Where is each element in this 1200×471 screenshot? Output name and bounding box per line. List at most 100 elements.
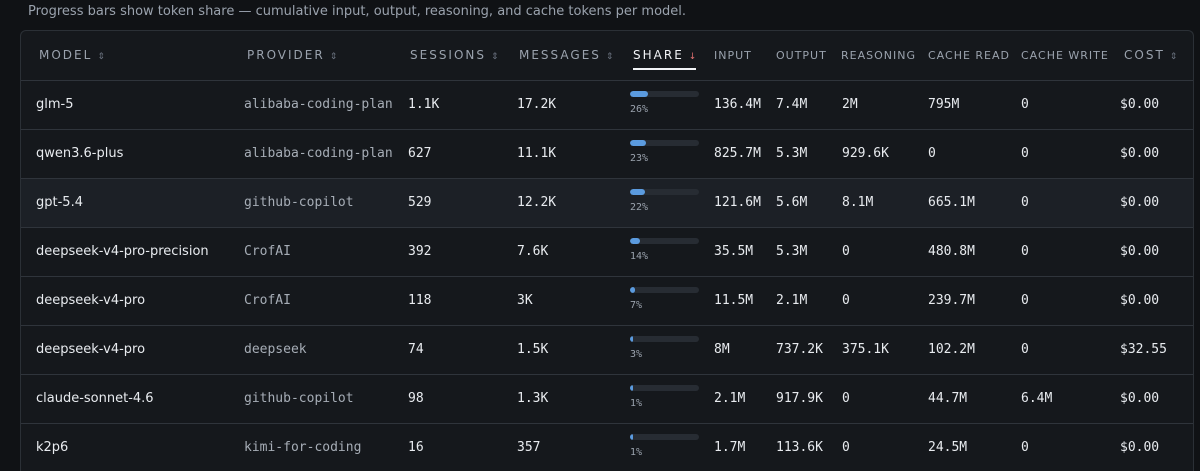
cell-cost: $0.00: [1120, 391, 1160, 406]
share-bar-track: [630, 336, 699, 342]
share-progress: 14%: [630, 238, 700, 268]
share-bar-fill: [630, 91, 648, 97]
cell-reasoning: 0: [842, 391, 850, 406]
table-row[interactable]: gpt-5.4 github-copilot 529 12.2K 121.6M 5.6M 8…: [21, 179, 1193, 228]
table-row[interactable]: k2p6 kimi-for-coding 16 357 1.7M 113.6K 0 24.5M…: [21, 424, 1193, 471]
sort-icon: ⇕: [329, 52, 338, 62]
column-header-cache-read[interactable]: CACHE READ: [928, 49, 1010, 62]
cell-cache-write: 0: [1021, 146, 1029, 161]
cell-provider: github-copilot: [244, 195, 354, 210]
column-header-reasoning[interactable]: REASONING: [841, 49, 916, 62]
share-bar-fill: [630, 140, 646, 146]
sort-icon: ⇕: [605, 52, 614, 62]
share-percent: 14%: [630, 251, 649, 262]
share-bar-fill: [630, 434, 633, 440]
sort-icon: ⇕: [1169, 52, 1178, 62]
cell-provider: deepseek: [244, 342, 307, 357]
share-bar-track: [630, 238, 699, 244]
column-header-sessions[interactable]: SESSIONS ⇕: [410, 48, 499, 62]
share-progress: 1%: [630, 385, 700, 415]
cell-cache-write: 0: [1021, 244, 1029, 259]
share-percent: 1%: [630, 398, 643, 409]
cell-messages: 3K: [517, 293, 533, 308]
cell-cost: $0.00: [1120, 293, 1160, 308]
cell-model: qwen3.6-plus: [36, 146, 124, 161]
cell-input: 1.7M: [714, 440, 746, 455]
share-bar-fill: [630, 385, 633, 391]
cell-cost: $0.00: [1120, 146, 1160, 161]
share-progress: 7%: [630, 287, 700, 317]
cell-messages: 1.3K: [517, 391, 549, 406]
table-row[interactable]: deepseek-v4-pro-precision CrofAI 392 7.6K 35…: [21, 228, 1193, 277]
cell-sessions: 627: [408, 146, 432, 161]
cell-sessions: 529: [408, 195, 432, 210]
table-row[interactable]: claude-sonnet-4.6 github-copilot 98 1.3K 2.1…: [21, 375, 1193, 424]
cell-model: deepseek-v4-pro: [36, 293, 146, 308]
column-header-provider[interactable]: PROVIDER ⇕: [247, 48, 338, 62]
cell-sessions: 74: [408, 342, 424, 357]
share-percent: 26%: [630, 104, 649, 115]
cell-reasoning: 0: [842, 440, 850, 455]
cell-cache-read: 795M: [928, 97, 960, 112]
cell-input: 825.7M: [714, 146, 761, 161]
share-bar-fill: [630, 238, 640, 244]
table-caption: Progress bars show token share — cumulat…: [28, 4, 687, 19]
cell-model: k2p6: [36, 440, 69, 455]
share-bar-track: [630, 434, 699, 440]
table-row[interactable]: glm-5 alibaba-coding-plan 1.1K 17.2K 136.4M 7…: [21, 81, 1193, 130]
cell-cache-write: 0: [1021, 195, 1029, 210]
share-percent: 3%: [630, 349, 643, 360]
cell-sessions: 392: [408, 244, 432, 259]
share-bar-track: [630, 385, 699, 391]
column-header-share[interactable]: SHARE ↓: [633, 31, 697, 80]
cell-provider: kimi-for-coding: [244, 440, 362, 455]
cell-output: 5.6M: [776, 195, 808, 210]
cell-cache-read: 0: [928, 146, 936, 161]
cell-provider: CrofAI: [244, 293, 291, 308]
cell-sessions: 16: [408, 440, 424, 455]
cell-provider: CrofAI: [244, 244, 291, 259]
cell-model: gpt-5.4: [36, 195, 83, 210]
column-header-input[interactable]: INPUT: [714, 49, 752, 62]
table-row[interactable]: qwen3.6-plus alibaba-coding-plan 627 11.1K 8…: [21, 130, 1193, 179]
cell-cost: $32.55: [1120, 342, 1167, 357]
cell-output: 5.3M: [776, 146, 808, 161]
table-row[interactable]: deepseek-v4-pro CrofAI 118 3K 11.5M 2.1M 0 239.…: [21, 277, 1193, 326]
share-bar-fill: [630, 336, 633, 342]
cell-model: claude-sonnet-4.6: [36, 391, 154, 406]
share-progress: 3%: [630, 336, 700, 366]
sort-icon: ⇕: [491, 52, 499, 62]
cell-output: 917.9K: [776, 391, 823, 406]
column-header-cost[interactable]: COST ⇕: [1124, 48, 1178, 62]
share-progress: 23%: [630, 140, 700, 170]
cell-reasoning: 375.1K: [842, 342, 889, 357]
cell-cache-write: 6.4M: [1021, 391, 1053, 406]
cell-sessions: 98: [408, 391, 424, 406]
cell-cost: $0.00: [1120, 97, 1160, 112]
share-percent: 23%: [630, 153, 649, 164]
cell-output: 113.6K: [776, 440, 823, 455]
share-bar-fill: [630, 189, 645, 195]
cell-reasoning: 2M: [842, 97, 858, 112]
column-header-cache-write[interactable]: CACHE WRITE: [1021, 49, 1109, 62]
column-header-output[interactable]: OUTPUT: [776, 49, 827, 62]
cell-messages: 17.2K: [517, 97, 557, 112]
cell-cost: $0.00: [1120, 195, 1160, 210]
cell-cache-write: 0: [1021, 440, 1029, 455]
sort-desc-icon: ↓: [688, 52, 697, 62]
share-bar-track: [630, 91, 699, 97]
table-row[interactable]: deepseek-v4-pro deepseek 74 1.5K 8M 737.2K 375…: [21, 326, 1193, 375]
column-header-model[interactable]: MODEL ⇕: [39, 48, 105, 62]
table-header: MODEL ⇕ PROVIDER ⇕ SESSIONS ⇕ MESSAGES ⇕ SHA…: [21, 31, 1193, 81]
column-header-messages[interactable]: MESSAGES ⇕: [519, 48, 614, 62]
cell-input: 35.5M: [714, 244, 754, 259]
model-usage-table: MODEL ⇕ PROVIDER ⇕ SESSIONS ⇕ MESSAGES ⇕ SHA…: [20, 30, 1194, 471]
cell-output: 737.2K: [776, 342, 823, 357]
cell-messages: 7.6K: [517, 244, 549, 259]
cell-input: 121.6M: [714, 195, 761, 210]
share-percent: 22%: [630, 202, 649, 213]
cell-messages: 12.2K: [517, 195, 557, 210]
cell-reasoning: 929.6K: [842, 146, 889, 161]
cell-messages: 357: [517, 440, 541, 455]
cell-sessions: 1.1K: [408, 97, 440, 112]
